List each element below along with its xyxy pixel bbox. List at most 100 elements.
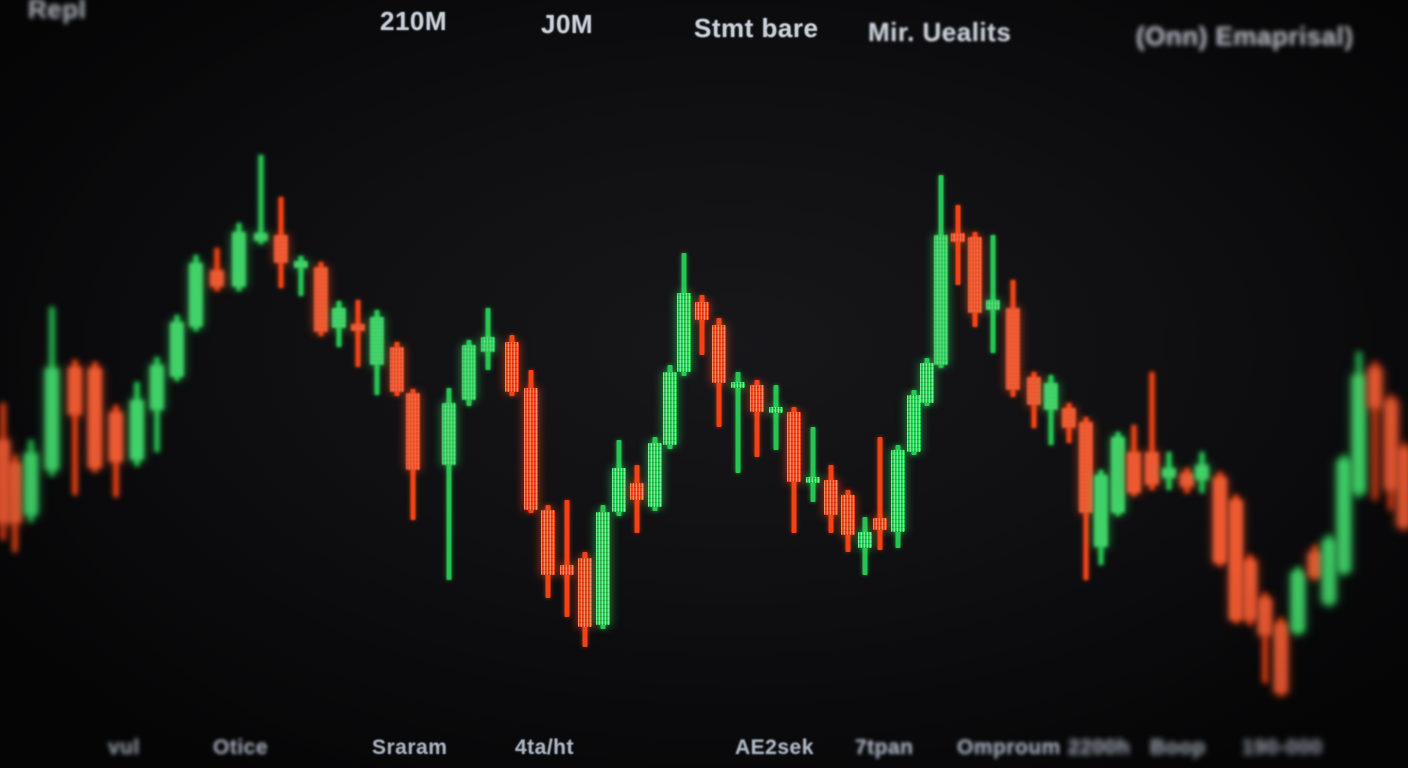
x-axis-label: Boop — [1150, 736, 1206, 759]
candle-body — [731, 382, 745, 388]
candle-body — [677, 293, 691, 372]
candle-body — [1127, 452, 1141, 493]
candle-body — [873, 518, 887, 530]
candle-body — [314, 267, 328, 332]
candle-body — [1368, 368, 1382, 408]
candle-body — [648, 443, 662, 507]
candle-body — [45, 368, 59, 470]
candle-body — [232, 232, 246, 287]
candle-body — [1229, 500, 1243, 620]
candle-body — [712, 325, 726, 383]
header-label: Stmt bare — [694, 13, 819, 43]
candle-body — [1291, 572, 1305, 632]
candle-wick — [754, 380, 760, 457]
candle-body — [406, 393, 420, 470]
candle-body — [294, 261, 308, 268]
candle-body — [442, 403, 456, 465]
candle-wick — [258, 155, 264, 244]
candle-body — [578, 558, 592, 627]
candle-body — [750, 385, 764, 412]
candle-wick — [1372, 362, 1378, 500]
candle-body — [109, 412, 123, 462]
candle-body — [1337, 460, 1351, 572]
candle-body — [824, 480, 838, 515]
candle-wick — [773, 385, 779, 450]
candle-body — [1384, 400, 1398, 490]
candle-body — [1180, 473, 1194, 487]
candle-body — [1195, 465, 1209, 480]
candle-body — [68, 367, 82, 415]
header-label: J0M — [541, 9, 594, 39]
candle-body — [370, 317, 384, 365]
candle-wick — [564, 500, 570, 617]
candle-body — [170, 322, 184, 377]
candle-body — [130, 400, 144, 460]
candle-body — [1274, 623, 1288, 693]
candle-body — [1243, 560, 1257, 620]
candle-body — [1213, 477, 1227, 563]
x-axis-label: Omproum — [957, 736, 1061, 759]
x-axis-label: AE2sek — [735, 736, 814, 759]
candle-body — [1079, 422, 1093, 513]
candle-wick — [990, 235, 996, 353]
header-label: Repl — [28, 0, 87, 24]
candle-body — [596, 512, 610, 625]
candle-body — [858, 532, 872, 548]
candle-body — [1352, 375, 1366, 493]
candle-body — [481, 337, 495, 352]
candle-body — [390, 347, 404, 392]
header-label: Mir. Uealits — [868, 17, 1012, 47]
candle-body — [663, 372, 677, 445]
candle-body — [8, 463, 22, 523]
candle-body — [806, 477, 820, 483]
candle-wick — [214, 248, 220, 291]
candle-body — [1162, 468, 1176, 478]
candle-body — [524, 388, 538, 510]
candle-body — [274, 235, 288, 263]
candle-wick — [298, 256, 304, 296]
candle-wick — [1149, 372, 1155, 490]
candle-body — [254, 233, 268, 241]
candle-body — [1145, 452, 1159, 485]
candle-body — [841, 495, 855, 535]
x-axis-label: 4ta/ht — [515, 736, 575, 759]
candle-body — [1308, 552, 1322, 577]
candle-body — [891, 450, 905, 532]
candle-body — [1027, 377, 1041, 405]
candle-body — [1322, 540, 1336, 603]
x-axis-label: 2200h — [1068, 736, 1131, 759]
candle-body — [968, 237, 982, 313]
candle-body — [951, 233, 965, 242]
candle-body — [1258, 598, 1272, 635]
x-axis-label: Otice — [213, 736, 269, 759]
candle-wick — [810, 427, 816, 502]
candle-body — [986, 300, 1000, 310]
candle-body — [612, 468, 626, 512]
candle-body — [787, 412, 801, 482]
candle-body — [332, 308, 346, 328]
candle-body — [907, 395, 921, 452]
candle-wick — [72, 360, 78, 495]
candle-wick — [699, 295, 705, 355]
candle-wick — [1262, 593, 1268, 683]
candle-body — [24, 453, 38, 515]
x-axis-label: 190-000 — [1242, 736, 1323, 759]
candle-body — [210, 270, 224, 287]
candle-wick — [955, 205, 961, 285]
candle-body — [1006, 308, 1020, 390]
candle-body — [541, 510, 555, 575]
candle-body — [1397, 448, 1408, 527]
x-axis-label: vul — [108, 736, 140, 759]
candle-body — [505, 342, 519, 392]
x-axis-label: Sraram — [372, 736, 448, 759]
candle-body — [769, 407, 783, 413]
candle-wick — [1048, 375, 1054, 445]
candle-body — [462, 345, 476, 400]
candle-body — [88, 368, 102, 468]
candle-body — [695, 302, 709, 320]
candle-body — [560, 565, 574, 575]
candle-body — [189, 263, 203, 327]
candle-body — [1111, 437, 1125, 513]
candle-wick — [877, 437, 883, 550]
